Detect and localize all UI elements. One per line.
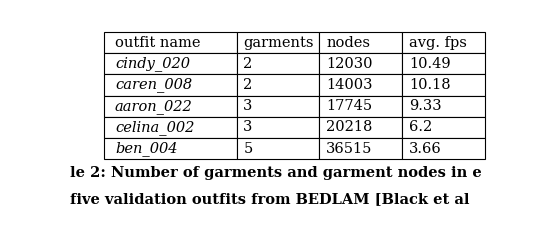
Text: five validation outfits from BEDLAM [Black et al: five validation outfits from BEDLAM [Bla…	[70, 192, 469, 206]
Text: le 2: Number of garments and garment nodes in e: le 2: Number of garments and garment nod…	[70, 165, 482, 180]
